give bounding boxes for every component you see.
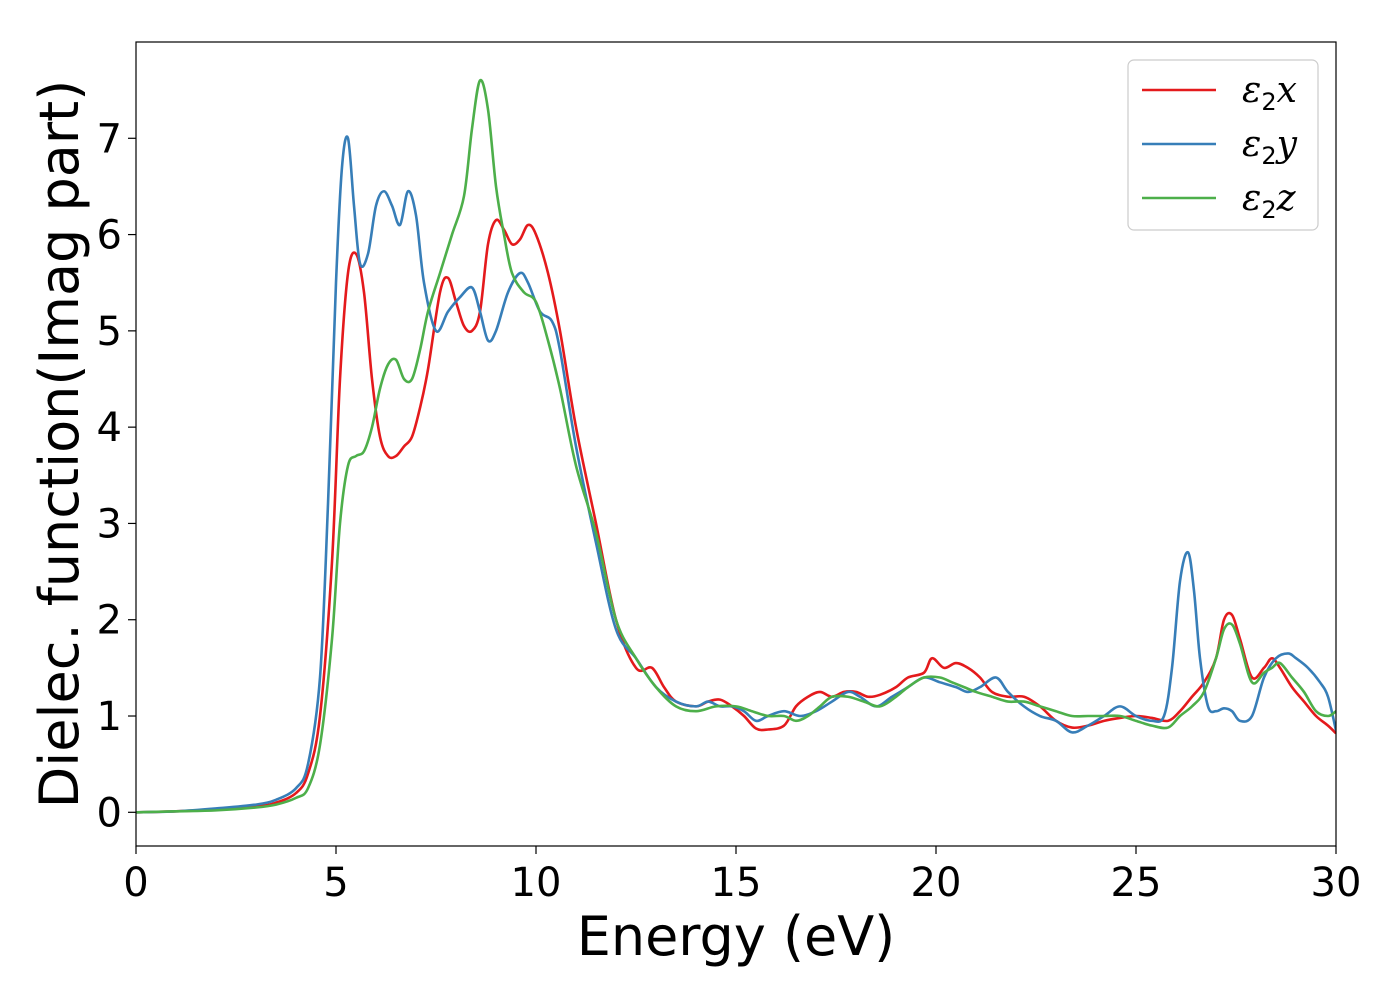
y-tick-label: 4: [97, 405, 122, 451]
series-line-y: [136, 135, 1336, 814]
legend-label-y: ε2y: [1242, 124, 1298, 170]
y-tick-label: 3: [97, 501, 122, 547]
legend-label-base: ε: [1242, 70, 1261, 111]
legend-label-x: ε2x: [1242, 70, 1297, 116]
y-tick-label: 2: [97, 598, 122, 644]
series-layer: [136, 78, 1336, 814]
legend-label-subscript: 2: [1261, 196, 1276, 224]
series-line-z: [136, 78, 1336, 814]
legend-box: [1127, 59, 1319, 231]
legend-label-suffix: z: [1276, 178, 1297, 219]
legend-label-subscript: 2: [1261, 88, 1276, 116]
y-tick-label: 7: [97, 116, 122, 162]
legend-label-suffix: x: [1277, 70, 1297, 111]
legend-label-subscript: 2: [1261, 142, 1276, 170]
x-tick-label: 0: [123, 860, 148, 906]
x-axis-label: Energy (eV): [577, 905, 896, 968]
y-tick-label: 0: [97, 790, 122, 836]
y-axis-label: Dielec. function(Imag part): [28, 80, 91, 809]
x-tick-label: 10: [511, 860, 562, 906]
legend-label-z: ε2z: [1242, 178, 1297, 224]
legend-label-base: ε: [1242, 124, 1261, 165]
y-tick-label: 1: [97, 694, 122, 740]
x-tick-label: 5: [323, 860, 348, 906]
y-axis-ticks: 0 1 2 3 4 5 6 7: [97, 116, 136, 836]
legend-label-base: ε: [1242, 178, 1261, 219]
y-tick-label: 6: [97, 213, 122, 259]
y-tick-label: 5: [97, 309, 122, 355]
x-tick-label: 15: [711, 860, 762, 906]
x-tick-label: 25: [1111, 860, 1162, 906]
x-tick-label: 30: [1311, 860, 1362, 906]
legend-label-suffix: y: [1275, 124, 1298, 165]
x-axis-ticks: 0 5 10 15 20 25 30: [123, 846, 1361, 906]
x-tick-label: 20: [911, 860, 962, 906]
